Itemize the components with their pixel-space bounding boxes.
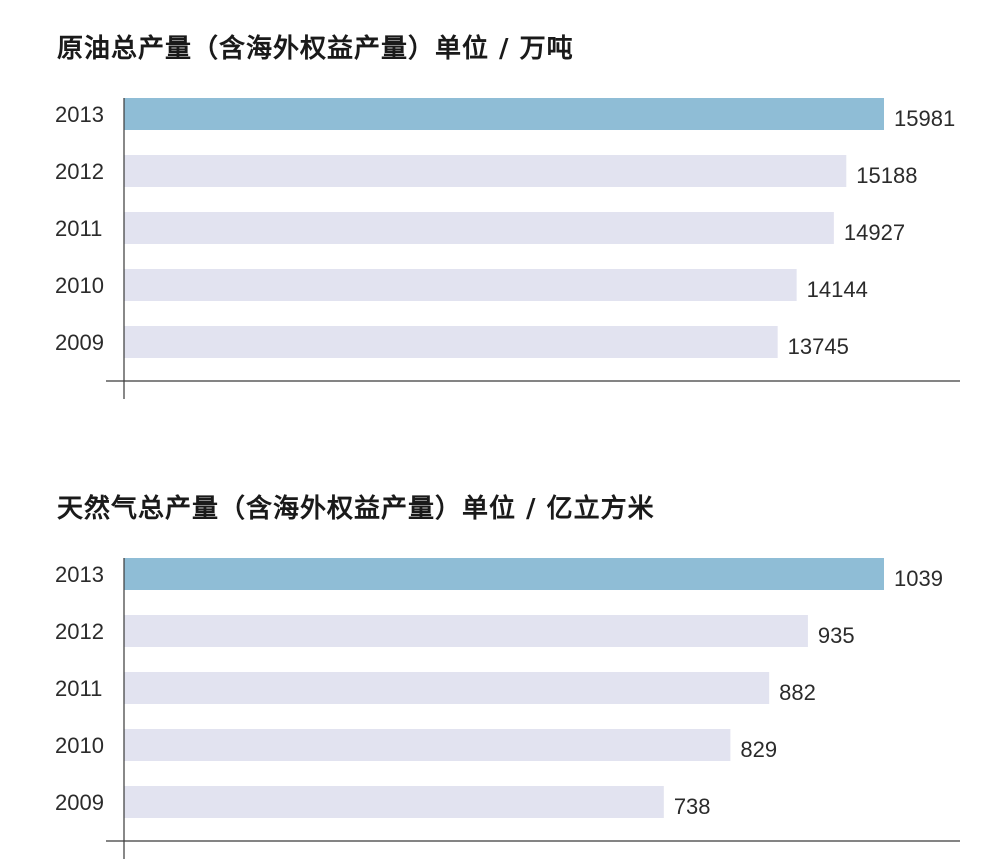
gas-chart-panel: 天然气总产量（含海外权益产量）单位 / 亿立方米 2013 1039 2012 935… bbox=[0, 460, 1000, 863]
oil-tick-label-2012: 2012 bbox=[55, 159, 104, 184]
oil-bar-2009 bbox=[124, 326, 778, 358]
gas-bar-2010 bbox=[124, 729, 731, 761]
oil-tick-label-2011: 2011 bbox=[55, 216, 102, 241]
oil-chart-title: 原油总产量（含海外权益产量）单位 / 万吨 bbox=[57, 34, 574, 64]
oil-tick-label-2009: 2009 bbox=[55, 330, 104, 355]
gas-tick-label-2009: 2009 bbox=[55, 790, 104, 815]
gas-bar-chart: 2013 1039 2012 935 2011 882 2010 829 2009 738 bbox=[55, 558, 960, 859]
gas-value-label-2012: 935 bbox=[818, 623, 855, 648]
oil-value-label-2010: 14144 bbox=[807, 277, 868, 302]
gas-bar-2009 bbox=[124, 786, 664, 818]
gas-tick-label-2010: 2010 bbox=[55, 733, 104, 758]
gas-bar-2013 bbox=[124, 558, 884, 590]
gas-value-label-2010: 829 bbox=[740, 737, 777, 762]
oil-bar-2011 bbox=[124, 212, 834, 244]
oil-value-label-2011: 14927 bbox=[844, 220, 905, 245]
oil-tick-label-2013: 2013 bbox=[55, 102, 104, 127]
gas-tick-label-2012: 2012 bbox=[55, 619, 104, 644]
gas-bar-2011 bbox=[124, 672, 770, 704]
gas-tick-label-2013: 2013 bbox=[55, 562, 104, 587]
oil-bar-chart: 2013 15981 2012 15188 2011 14927 2010 14144 2009… bbox=[55, 98, 960, 399]
gas-tick-label-2011: 2011 bbox=[55, 676, 102, 701]
oil-value-label-2012: 15188 bbox=[856, 163, 917, 188]
gas-value-label-2013: 1039 bbox=[894, 566, 943, 591]
oil-bar-2013 bbox=[124, 98, 884, 130]
gas-value-label-2011: 882 bbox=[779, 680, 816, 705]
oil-value-label-2009: 13745 bbox=[788, 334, 849, 359]
gas-value-label-2009: 738 bbox=[674, 794, 711, 819]
gas-bar-2012 bbox=[124, 615, 808, 647]
oil-tick-label-2010: 2010 bbox=[55, 273, 104, 298]
oil-value-label-2013: 15981 bbox=[894, 106, 955, 131]
gas-chart-title: 天然气总产量（含海外权益产量）单位 / 亿立方米 bbox=[57, 494, 655, 524]
oil-chart-panel: 原油总产量（含海外权益产量）单位 / 万吨 2013 15981 2012 15188… bbox=[0, 0, 1000, 420]
oil-bar-2012 bbox=[124, 155, 847, 187]
oil-bar-2010 bbox=[124, 269, 797, 301]
